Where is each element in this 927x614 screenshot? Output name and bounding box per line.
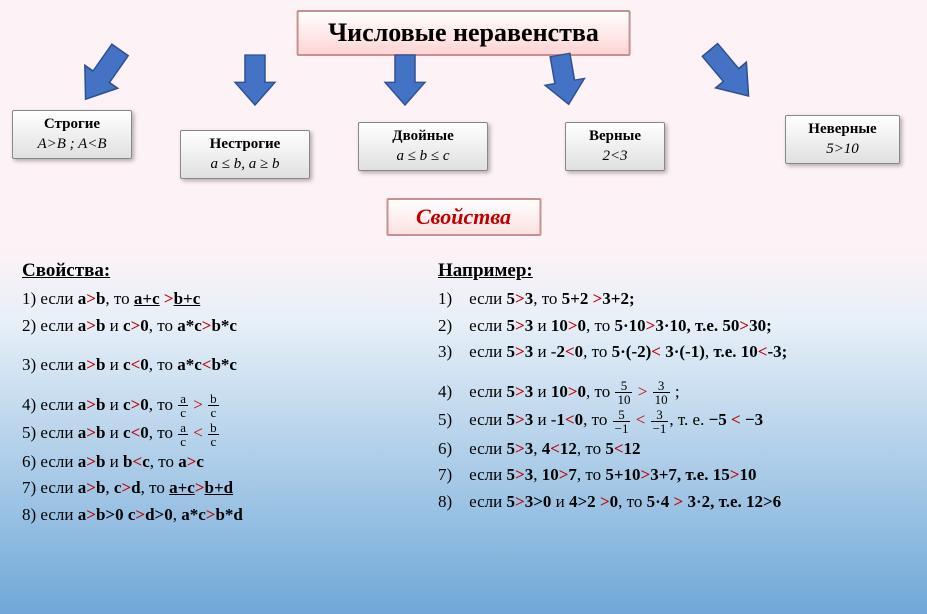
property-line: 8) если a>b>0 c>d>0, a*c>b*d (22, 502, 422, 528)
category-example: 2<3 (576, 147, 654, 167)
category-box: Неверные5>10 (785, 115, 900, 164)
properties-title: Свойства (386, 198, 541, 236)
example-line: 1) если 5>3, то 5+2 >3+2; (438, 286, 908, 312)
example-line: 2) если 5>3 и 10>0, то 5·10>3·10, т.е. 5… (438, 313, 908, 339)
category-example: a ≤ b, a ≥ b (191, 155, 299, 175)
category-label: Верные (576, 127, 654, 147)
category-box: Двойныеa ≤ b ≤ c (358, 122, 488, 171)
category-label: Строгие (23, 115, 121, 135)
category-label: Нестрогие (191, 135, 299, 155)
property-line: 1) если a>b, то a+c >b+c (22, 286, 422, 312)
properties-header: Свойства: (22, 260, 422, 282)
property-line: 4) если a>b и c>0, то ac > bc (22, 392, 422, 420)
example-line: 7) если 5>3, 10>7, то 5+10>3+7, т.е. 15>… (438, 462, 908, 488)
property-line: 6) если a>b и b<c, то a>c (22, 449, 422, 475)
category-box: Нестрогиеa ≤ b, a ≥ b (180, 130, 310, 179)
properties-column: Свойства: 1) если a>b, то a+c >b+c2) есл… (22, 260, 422, 528)
category-label: Неверные (796, 120, 889, 140)
category-box: СтрогиеA>B ; A<B (12, 110, 132, 159)
category-box: Верные2<3 (565, 122, 665, 171)
examples-header: Например: (438, 260, 908, 282)
property-line: 5) если a>b и c<0, то ac < bc (22, 420, 422, 448)
category-label: Двойные (369, 127, 477, 147)
property-line: 7) если a>b, c>d, то a+c>b+d (22, 475, 422, 501)
example-line: 5) если 5>3 и -1<0, то 5−1 < 3−1, т. е. … (438, 407, 908, 435)
example-line: 8) если 5>3>0 и 4>2 >0, то 5·4 > 3·2, т.… (438, 489, 908, 515)
category-example: a ≤ b ≤ c (369, 147, 477, 167)
property-line: 3) если a>b и c<0, то a*c<b*c (22, 352, 422, 378)
property-line: 2) если a>b и c>0, то a*c>b*c (22, 313, 422, 339)
category-example: A>B ; A<B (23, 135, 121, 155)
example-line: 4) если 5>3 и 10>0, то 510 > 310 ; (438, 379, 908, 407)
main-title: Числовые неравенства (296, 10, 631, 56)
examples-column: Например: 1) если 5>3, то 5+2 >3+2;2) ес… (438, 260, 908, 515)
example-line: 3) если 5>3 и -2<0, то 5·(-2)< 3·(-1), т… (438, 339, 908, 365)
category-example: 5>10 (796, 140, 889, 160)
example-line: 6) если 5>3, 4<12, то 5<12 (438, 436, 908, 462)
